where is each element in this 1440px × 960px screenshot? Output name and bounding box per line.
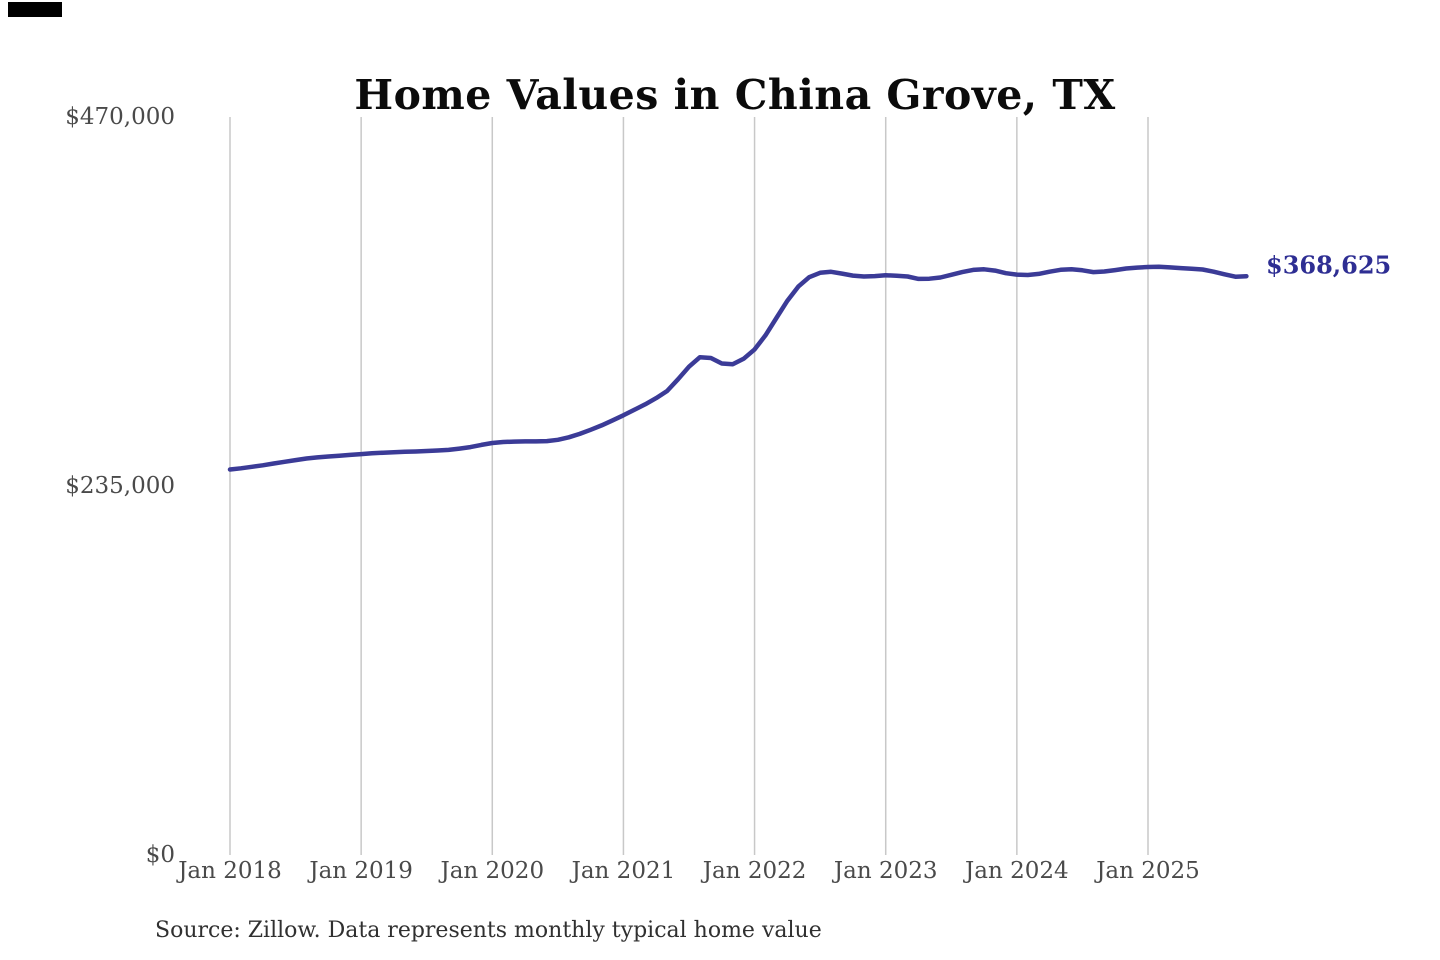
chart-title: Home Values in China Grove, TX	[354, 71, 1116, 120]
end-value-label: $368,625	[1266, 250, 1392, 280]
x-tick-label-jan-2019: Jan 2019	[309, 858, 413, 884]
home-value-line	[227, 264, 1249, 472]
x-tick-label-jan-2022: Jan 2022	[702, 858, 807, 884]
corner-mark	[8, 2, 62, 17]
y-tick-label-0: $0	[145, 842, 175, 868]
y-tick-label-235000: $235,000	[65, 473, 175, 499]
x-tick-label-jan-2020: Jan 2020	[440, 858, 545, 884]
y-tick-label-470000: $470,000	[65, 104, 175, 130]
x-tick-label-jan-2018: Jan 2018	[178, 858, 282, 884]
x-tick-label-jan-2025: Jan 2025	[1096, 858, 1200, 884]
x-tick-label-jan-2021: Jan 2021	[571, 858, 676, 884]
source-note: Source: Zillow. Data represents monthly …	[155, 918, 822, 943]
x-tick-label-jan-2024: Jan 2024	[965, 858, 1069, 884]
x-tick-label-jan-2023: Jan 2023	[833, 858, 938, 884]
